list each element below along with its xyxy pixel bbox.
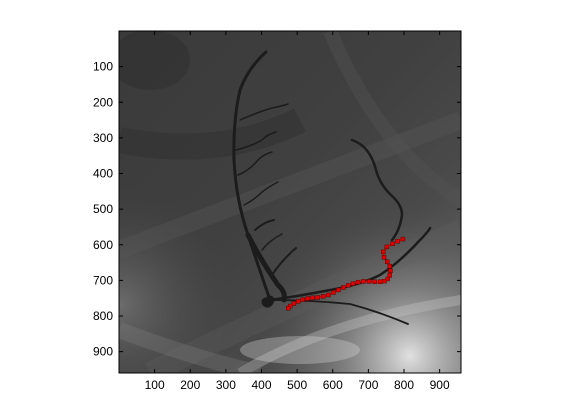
x-tick-label: 900 <box>430 378 450 392</box>
centerline-point <box>396 239 400 243</box>
y-tick-label: 500 <box>93 202 113 216</box>
centerline-point <box>326 293 330 297</box>
centerline-point <box>391 242 395 246</box>
y-tick-label: 300 <box>93 131 113 145</box>
centerline-point <box>286 306 290 310</box>
centerline-point <box>331 290 335 294</box>
centerline-point <box>373 280 377 284</box>
centerline-point <box>356 280 360 284</box>
y-tick-label: 600 <box>93 238 113 252</box>
y-tick-label: 900 <box>93 345 113 359</box>
x-tick-label: 400 <box>251 378 271 392</box>
centerline-point <box>382 255 386 259</box>
centerline-point <box>385 260 389 264</box>
centerline-point <box>311 296 315 300</box>
y-tick-label: 200 <box>93 95 113 109</box>
centerline-point <box>301 298 305 302</box>
centerline-point <box>341 286 345 290</box>
centerline-point <box>296 299 300 303</box>
y-tick-label: 700 <box>93 273 113 287</box>
x-tick-label: 800 <box>394 378 414 392</box>
centerline-point <box>316 295 320 299</box>
centerline-point <box>336 288 340 292</box>
centerline-point <box>378 280 382 284</box>
centerline-point <box>382 279 386 283</box>
x-tick-label: 500 <box>287 378 307 392</box>
x-tick-label: 700 <box>358 378 378 392</box>
y-tick-label: 100 <box>93 60 113 74</box>
centerline-point <box>401 237 405 241</box>
centerline-point <box>388 269 392 273</box>
centerline-point <box>367 279 371 283</box>
centerline-point <box>388 264 392 268</box>
centerline-point <box>321 294 325 298</box>
x-tick-label: 100 <box>145 378 165 392</box>
centerline-point <box>306 297 310 301</box>
x-tick-label: 200 <box>180 378 200 392</box>
x-tick-label: 300 <box>216 378 236 392</box>
centerline-point <box>361 279 365 283</box>
centerline-point <box>381 250 385 254</box>
centerline-point <box>346 283 350 287</box>
y-tick-label: 800 <box>93 309 113 323</box>
x-tick-label: 600 <box>323 378 343 392</box>
y-tick-label: 400 <box>93 167 113 181</box>
angiogram-image <box>110 30 461 373</box>
centerline-point <box>385 245 389 249</box>
centerline-point <box>351 282 355 286</box>
